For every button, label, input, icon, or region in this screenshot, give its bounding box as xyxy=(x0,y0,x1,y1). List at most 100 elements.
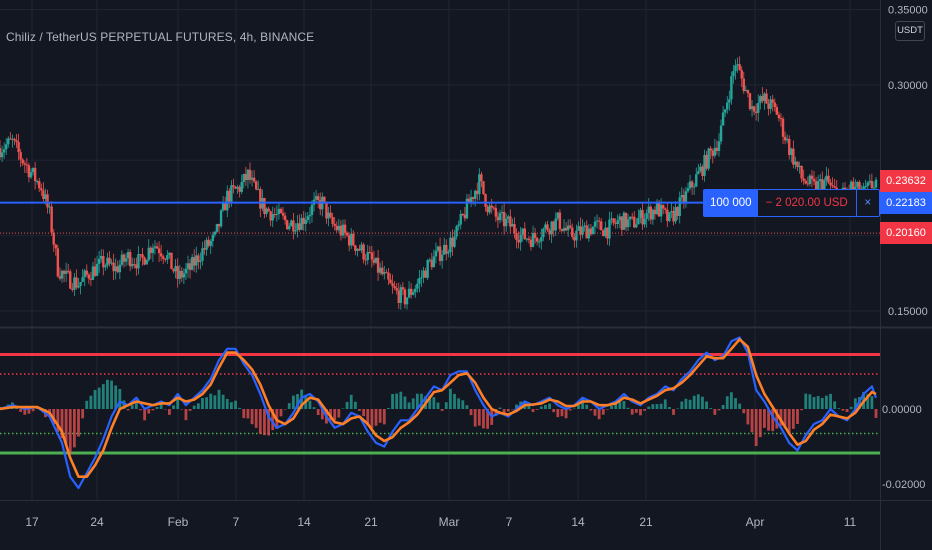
candle-body xyxy=(71,288,74,290)
candle-body xyxy=(816,180,820,191)
candle-body xyxy=(420,277,423,279)
candle-body xyxy=(721,112,725,126)
candle-body xyxy=(228,190,231,202)
candle-body xyxy=(358,248,361,251)
candle-body xyxy=(374,257,378,263)
histogram-bar xyxy=(725,396,729,409)
histogram-bar xyxy=(420,393,423,409)
candle-body xyxy=(58,276,62,279)
candle-body xyxy=(432,256,436,268)
candle-body xyxy=(792,148,795,165)
candle-body xyxy=(211,234,215,242)
candle-body xyxy=(159,253,163,257)
histogram-bar xyxy=(374,409,378,426)
candle-body xyxy=(46,194,49,208)
histogram-bar xyxy=(258,409,262,434)
histogram-bar xyxy=(606,409,609,410)
histogram-bar xyxy=(358,409,361,411)
candle-body xyxy=(531,233,535,247)
candle-body xyxy=(254,181,258,190)
position-quantity[interactable]: 100 000 xyxy=(704,189,758,216)
histogram-bar xyxy=(783,409,787,429)
candle-body xyxy=(157,248,161,254)
histogram-bar xyxy=(469,409,473,416)
histogram-bar xyxy=(296,394,299,409)
candle-body xyxy=(453,236,456,247)
histogram-bar xyxy=(820,397,824,409)
histogram-bar xyxy=(701,396,704,409)
histogram-bar xyxy=(663,399,667,409)
histogram-bar xyxy=(614,403,618,409)
candle-body xyxy=(744,90,748,92)
candle-body xyxy=(401,287,405,290)
candle-body xyxy=(631,216,634,218)
close-position-icon[interactable]: × xyxy=(864,196,872,209)
time-tick-label-1: 24 xyxy=(90,515,104,529)
histogram-bar xyxy=(139,409,142,411)
candle-body xyxy=(852,181,855,190)
histogram-bar xyxy=(560,409,564,417)
candle-body xyxy=(166,255,169,260)
candle-body xyxy=(521,228,524,235)
candle-body xyxy=(655,202,659,215)
histogram-bar xyxy=(320,409,324,420)
histogram-bar xyxy=(672,409,675,415)
histogram-bar xyxy=(192,405,196,409)
candle-body xyxy=(715,147,719,151)
candle-body xyxy=(112,262,115,272)
histogram-bar xyxy=(287,403,291,409)
candle-body xyxy=(566,225,570,231)
candle-body xyxy=(219,210,223,227)
candle-body xyxy=(544,224,547,229)
candle-body xyxy=(558,212,562,230)
position-widget[interactable]: 100 000 − 2 020.00 USD × xyxy=(703,188,880,217)
price-tag-level-label: 0.20160 xyxy=(886,227,926,240)
candle-body xyxy=(310,204,314,215)
candle-body xyxy=(232,185,235,187)
candle-body xyxy=(746,90,750,94)
candle-body xyxy=(806,183,810,185)
histogram-bar xyxy=(448,388,452,409)
candle-body xyxy=(554,218,557,231)
histogram-bar xyxy=(643,409,647,411)
currency-badge[interactable]: USDT xyxy=(895,21,925,41)
histogram-bar xyxy=(816,396,820,409)
candlestick-series xyxy=(0,56,878,310)
candle-body xyxy=(575,230,578,241)
candle-body xyxy=(31,167,35,173)
candle-body xyxy=(62,270,66,274)
candle-body xyxy=(821,179,824,192)
histogram-bar xyxy=(312,407,316,409)
oscillator-slow-line xyxy=(0,338,877,478)
candle-body xyxy=(122,254,126,262)
candle-body xyxy=(124,258,128,262)
histogram-bar xyxy=(754,409,758,447)
candle-body xyxy=(27,165,31,178)
candle-body xyxy=(223,202,227,211)
candle-body xyxy=(172,269,175,272)
candle-body xyxy=(434,250,438,257)
candle-body xyxy=(376,257,380,273)
candle-body xyxy=(449,237,452,253)
candle-body xyxy=(95,263,99,276)
histogram-bar xyxy=(742,409,746,414)
histogram-bar xyxy=(713,409,717,415)
candle-body xyxy=(461,214,464,216)
histogram-bar xyxy=(60,409,64,439)
candle-body xyxy=(773,102,776,108)
histogram-bar xyxy=(68,409,72,454)
candle-body xyxy=(804,180,807,184)
histogram-bar xyxy=(147,409,151,414)
candle-body xyxy=(368,252,372,254)
histogram-bar xyxy=(572,408,576,410)
histogram-bar xyxy=(184,409,188,421)
candle-body xyxy=(664,208,667,210)
histogram-bar xyxy=(655,404,659,409)
histogram-bar xyxy=(729,392,733,409)
candle-body xyxy=(492,207,495,209)
candle-body xyxy=(471,197,475,199)
time-tick-label-8: 14 xyxy=(571,515,585,529)
histogram-bar xyxy=(837,408,841,409)
histogram-bar xyxy=(684,398,688,409)
